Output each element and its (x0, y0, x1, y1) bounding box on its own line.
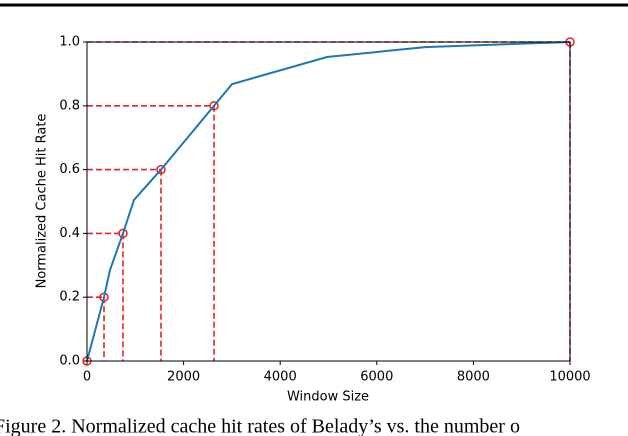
x-tick-label: 0 (83, 370, 91, 385)
y-tick-label: 0.2 (59, 290, 80, 305)
x-axis-label: Window Size (287, 390, 369, 405)
caption: Figure 2. Normalized cache hit rates of … (0, 416, 520, 436)
point (209, 101, 219, 111)
x-tick-label: 10000 (549, 370, 590, 385)
y-axis-label: Normalized Cache Hit Rate (35, 114, 50, 289)
y-tick-label: 0.0 (59, 354, 80, 369)
point (156, 164, 166, 175)
y-tick-label: 0.6 (59, 162, 80, 177)
x-tick-label: 2000 (167, 370, 200, 385)
point (118, 228, 128, 239)
y-tick-label: 0.8 (59, 98, 80, 113)
x-tick-label: 4000 (264, 370, 297, 385)
x-tick-label: 6000 (360, 370, 393, 385)
y-tick-label: 0.4 (59, 226, 80, 241)
data-line (86, 41, 571, 362)
plot-frame (86, 41, 571, 362)
y-tick-label: 1.0 (59, 35, 80, 50)
x-tick-label: 8000 (457, 370, 490, 385)
